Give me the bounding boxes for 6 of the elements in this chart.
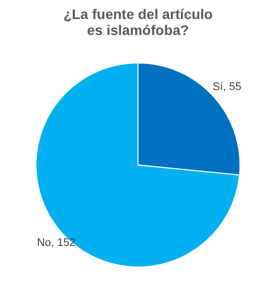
slice-label: No xyxy=(36,236,52,249)
slice-label: Sí xyxy=(212,81,224,94)
data-label: , 152 xyxy=(51,236,76,249)
pie-slice xyxy=(36,62,240,268)
chart-title: ¿La fuente del artículo es islamófoba? xyxy=(63,6,213,38)
data-label: , 55 xyxy=(222,81,242,94)
